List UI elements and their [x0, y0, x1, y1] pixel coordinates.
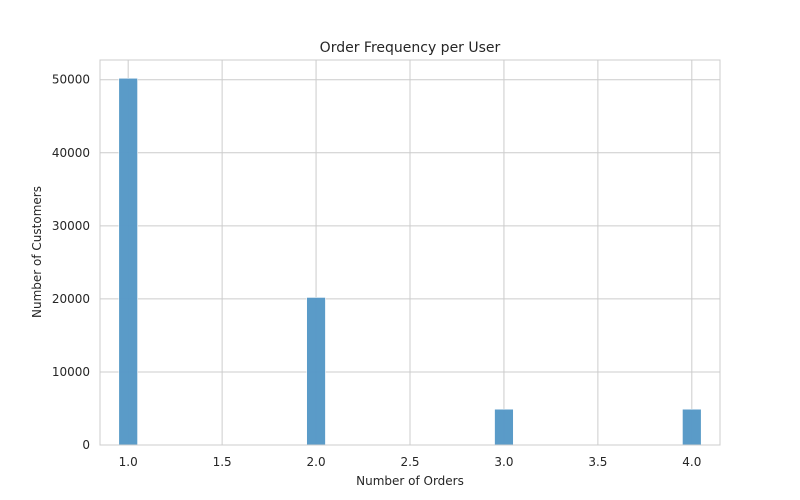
histogram-bar [306, 297, 326, 446]
y-tick-label: 40000 [52, 146, 90, 160]
histogram-bar [682, 408, 702, 446]
x-tick-label: 1.0 [119, 455, 138, 469]
y-tick-label: 0 [82, 438, 90, 452]
x-axis-title: Number of Orders [356, 474, 464, 488]
x-tick-label: 2.0 [307, 455, 326, 469]
x-tick-label: 3.5 [588, 455, 607, 469]
histogram-bar [494, 408, 514, 446]
y-tick-label: 10000 [52, 365, 90, 379]
y-tick-label: 20000 [52, 292, 90, 306]
x-tick-label: 1.5 [213, 455, 232, 469]
x-tick-label: 3.0 [494, 455, 513, 469]
chart-title: Order Frequency per User [320, 40, 501, 56]
histogram-bar [118, 77, 138, 446]
y-tick-label: 50000 [52, 73, 90, 87]
x-tick-label: 2.5 [400, 455, 419, 469]
x-tick-labels: 1.0 1.5 2.0 2.5 3.0 3.5 4.0 [119, 455, 702, 469]
y-tick-labels: 0 10000 20000 30000 40000 50000 [52, 73, 90, 452]
y-tick-label: 30000 [52, 219, 90, 233]
x-tick-label: 4.0 [682, 455, 701, 469]
y-axis-title: Number of Customers [30, 186, 44, 318]
plot-frame [99, 59, 721, 446]
bar-series [118, 77, 702, 446]
